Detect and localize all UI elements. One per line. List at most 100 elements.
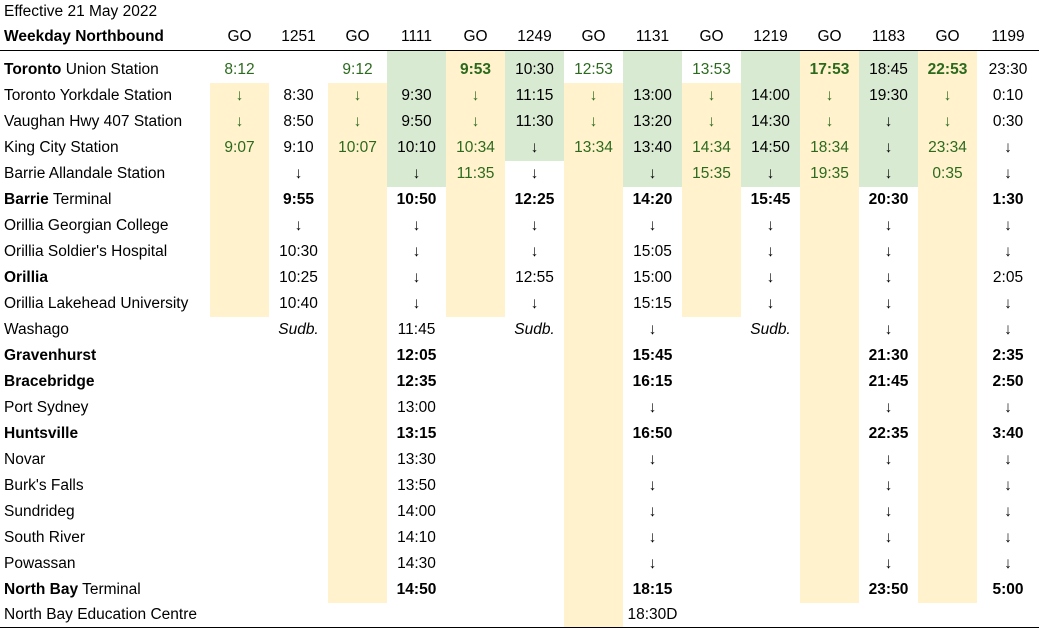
pass-arrow: ↓ [530, 243, 539, 260]
time-cell: 18:34 [800, 135, 859, 161]
time-cell [446, 499, 505, 525]
pass-arrow: ↓ [648, 503, 657, 520]
time-cell [328, 213, 387, 239]
pass-arrow: ↓ [648, 451, 657, 468]
pass-arrow: ↓ [884, 217, 893, 234]
train-header: 1183 [859, 24, 918, 51]
time-cell: 9:55 [282, 191, 315, 208]
time-cell [741, 473, 800, 499]
timetable-row: Orillia Lakehead University 10:40 ↓ ↓ 15:15 ↓… [0, 291, 1039, 317]
time-cell [682, 395, 741, 421]
station-name-bold: Toronto [4, 61, 62, 78]
time-cell: 1:30 [992, 191, 1024, 208]
time-cell [446, 577, 505, 603]
time-cell [446, 187, 505, 213]
time-cell [564, 603, 623, 628]
time-cell [564, 551, 623, 577]
timetable-row: South River 14:10 ↓ ↓ ↓ [0, 525, 1039, 551]
pass-arrow: ↓ [884, 321, 893, 338]
time-cell: 10:25 [279, 269, 318, 286]
station-name-bold: Orillia [4, 269, 48, 286]
time-cell [564, 265, 623, 291]
time-cell [682, 499, 741, 525]
pass-arrow: ↓ [682, 83, 741, 109]
time-cell [269, 525, 328, 551]
time-cell [564, 447, 623, 473]
time-cell [387, 50, 446, 83]
station-name: North Bay Education Centre [0, 603, 210, 628]
time-cell [269, 369, 328, 395]
time-cell: 10:50 [396, 191, 437, 208]
time-cell: 20:30 [868, 191, 909, 208]
time-cell [210, 187, 269, 213]
time-cell [328, 317, 387, 343]
time-cell [682, 239, 741, 265]
time-cell [564, 525, 623, 551]
time-cell [505, 577, 564, 603]
time-cell: 9:12 [342, 61, 373, 78]
time-cell [505, 395, 564, 421]
timetable-row: Gravenhurst 12:05 15:45 21:30 2:35 [0, 343, 1039, 369]
station-name-rest: Orillia Soldier's Hospital [4, 243, 168, 260]
station-name-rest: South River [4, 529, 85, 546]
time-cell [210, 421, 269, 447]
train-header: 1219 [741, 24, 800, 51]
time-cell: 12:55 [515, 269, 554, 286]
time-cell [682, 551, 741, 577]
time-cell [505, 525, 564, 551]
time-cell [741, 343, 800, 369]
station-name-rest: Toronto Yorkdale Station [4, 87, 173, 104]
pass-arrow: ↓ [918, 109, 977, 135]
time-cell: 13:00 [397, 399, 436, 416]
time-cell [741, 369, 800, 395]
time-cell: Sudb. [750, 321, 791, 338]
time-cell [918, 499, 977, 525]
time-cell [210, 239, 269, 265]
time-cell [918, 343, 977, 369]
time-cell [446, 239, 505, 265]
direction-label: Weekday Northbound [0, 24, 210, 51]
time-cell [682, 213, 741, 239]
time-cell [682, 577, 741, 603]
station-name-bold: Bracebridge [4, 373, 95, 390]
timetable-row: Barrie Allandale Station ↓ ↓ 11:35 ↓ ↓ 15:35 ↓ 1… [0, 161, 1039, 187]
pass-arrow: ↓ [564, 109, 623, 135]
time-cell [741, 577, 800, 603]
time-cell: 14:50 [396, 581, 437, 598]
station-name: Orillia Georgian College [0, 213, 210, 239]
time-cell [328, 499, 387, 525]
pass-arrow: ↓ [884, 451, 893, 468]
train-header: 1131 [623, 24, 682, 51]
pass-arrow: ↓ [766, 295, 775, 312]
time-cell: 13:34 [564, 135, 623, 161]
time-cell: Sudb. [278, 321, 319, 338]
time-cell [800, 447, 859, 473]
pass-arrow: ↓ [412, 217, 421, 234]
time-cell [446, 291, 505, 317]
time-cell [210, 213, 269, 239]
time-cell [682, 473, 741, 499]
time-cell: 14:34 [682, 135, 741, 161]
time-cell [564, 395, 623, 421]
station-name-bold: Gravenhurst [4, 347, 97, 364]
time-cell [564, 291, 623, 317]
time-cell [328, 551, 387, 577]
time-cell: 18:30D [623, 603, 682, 628]
time-cell [505, 473, 564, 499]
time-cell [328, 343, 387, 369]
pass-arrow: ↓ [1004, 165, 1012, 182]
time-cell: 9:07 [210, 135, 269, 161]
pass-arrow: ↓ [800, 109, 859, 135]
time-cell: 2:05 [992, 269, 1024, 286]
timetable-row: Barrie Terminal 9:55 10:50 12:25 14:20 15:45 2… [0, 187, 1039, 213]
train-header: GO [800, 24, 859, 51]
pass-arrow: ↓ [884, 399, 893, 416]
station-name-rest: Terminal [78, 581, 141, 598]
time-cell: 0:10 [992, 87, 1024, 104]
pass-arrow: ↓ [884, 295, 893, 312]
station-name: Powassan [0, 551, 210, 577]
time-cell [446, 421, 505, 447]
station-name: Barrie Allandale Station [0, 161, 210, 187]
time-cell [505, 447, 564, 473]
pass-arrow: ↓ [1004, 477, 1012, 494]
